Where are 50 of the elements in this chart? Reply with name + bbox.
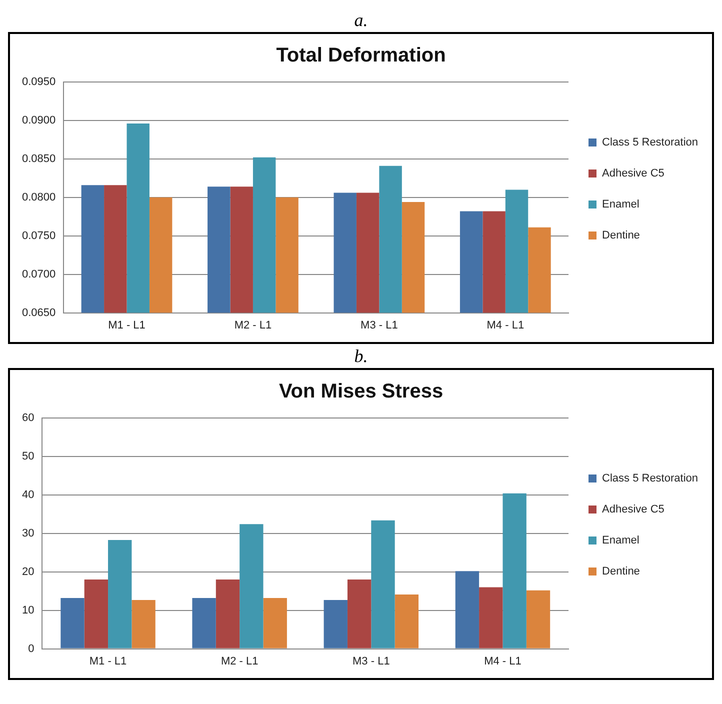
y-tick-label: 20 [22,566,34,578]
y-tick-label: 40 [22,488,34,501]
chart-title: Von Mises Stress [278,380,444,403]
text: b. [353,345,369,368]
bar [455,571,480,648]
bar [60,598,84,648]
x-tick-label: M2 - L1 [234,319,272,332]
x-tick-label: M3 - L1 [360,319,398,332]
y-tick-label: 10 [22,604,34,616]
bar [240,524,264,648]
text: a. [353,9,369,32]
x-tick-label: M1 - L1 [89,655,127,668]
bar [347,580,372,648]
bar [394,594,419,648]
bar [84,580,108,648]
x-tick-label: M4 - L1 [484,655,522,668]
legend-label: Dentine [602,230,640,242]
x-tick-label: M2 - L1 [220,655,258,668]
y-tick-label: 0.0850 [22,152,56,165]
bar [132,600,156,648]
x-tick-label: M3 - L1 [352,655,390,668]
y-tick-label: 0.0900 [22,114,56,126]
y-tick-label: 0.0650 [22,306,56,319]
chart-title: Total Deformation [276,44,446,67]
bar [502,493,526,648]
legend-label: Class 5 Restoration [602,472,698,485]
x-tick-label: M1 - L1 [108,319,146,332]
legend-label: Class 5 Restoration [602,136,698,149]
bar [479,587,503,648]
bar [216,580,240,648]
legend-label: Adhesive C5 [602,168,664,180]
bar [324,600,348,648]
bar [108,540,132,648]
legend-label: Adhesive C5 [602,504,664,516]
y-tick-label: 0.0800 [22,191,56,204]
x-tick-label: M4 - L1 [486,319,524,332]
bar [371,520,395,648]
y-tick-label: 0.0700 [22,268,56,280]
bar [263,598,287,648]
y-tick-label: 0.0950 [22,76,56,88]
legend-label: Enamel [602,534,640,547]
bar [192,598,216,648]
bar [526,590,550,648]
y-tick-label: 60 [22,412,34,424]
y-tick-label: 50 [22,450,34,462]
y-tick-label: 30 [22,527,34,540]
legend-label: Dentine [602,566,640,578]
y-tick-label: 0 [28,642,34,655]
y-tick-label: 0.0750 [22,230,56,242]
legend-label: Enamel [602,198,640,211]
